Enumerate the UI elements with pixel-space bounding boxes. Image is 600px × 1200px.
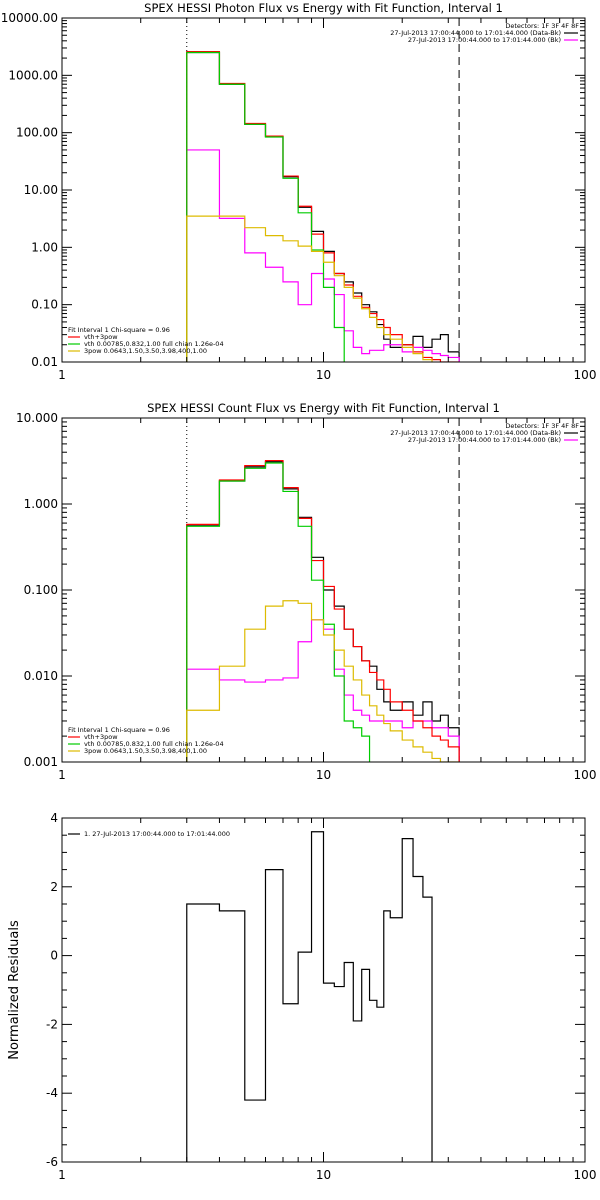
y-tick-label: 0.100 [24, 583, 58, 597]
series-line-3 [186, 51, 354, 362]
y-tick-label: 10.00 [24, 183, 58, 197]
x-tick-label: 1 [58, 768, 66, 782]
photon-flux-plot: SPEX HESSI Photon Flux vs Energy with Fi… [1, 1, 597, 382]
x-tick-label: 10 [316, 1168, 331, 1182]
residuals-plot: 1 10 100 -6 -4 -2 0 2 4 Normalized Residuals 1. 27… [7, 811, 596, 1182]
legend-entry: vth+3pow [84, 733, 118, 741]
chart-title: SPEX HESSI Count Flux vs Energy with Fit… [147, 401, 500, 415]
header-line: Detectors: 1F 3F 4F 8F [505, 422, 579, 430]
x-tick-label: 10 [316, 768, 331, 782]
y-tick-label: 0.001 [24, 755, 58, 769]
legend-entry: vth 0.00785,0.832,1.00 full chian 1.26e-… [84, 740, 224, 748]
plot-area [186, 831, 433, 1162]
y-tick-label: -2 [46, 1017, 58, 1031]
y-tick-label: 1.000 [24, 497, 58, 511]
legend-entry: vth+3pow [84, 333, 118, 341]
series-line-2 [186, 50, 460, 362]
header-line: Detectors: 1F 3F 4F 8F [505, 22, 579, 30]
y-tick-label: 10.000 [16, 411, 58, 425]
y-tick-label: 4 [50, 811, 58, 825]
series-line-0 [186, 831, 433, 1162]
plot-frame [61, 17, 586, 363]
series-line-2 [186, 459, 460, 762]
x-tick-label: 100 [574, 768, 597, 782]
y-tick-label: 100.00 [16, 126, 58, 140]
y-tick-label: 1000.00 [8, 68, 58, 82]
y-tick-label: -4 [46, 1086, 58, 1100]
y-tick-label: 0.010 [24, 669, 58, 683]
y-tick-label: 2 [50, 880, 58, 894]
header-line: 27-Jul-2013 17:00:44.000 to 17:01:44.000… [408, 436, 561, 444]
legend-entry: 1. 27-Jul-2013 17:00:44.000 to 17:01:44.… [84, 830, 230, 838]
x-tick-label: 100 [574, 1168, 597, 1182]
plot-area [186, 18, 460, 362]
series-line-0 [186, 51, 460, 362]
x-tick-label: 100 [574, 368, 597, 382]
header-line: 27-Jul-2013 17:00:44.000 to 17:01:44.000… [390, 429, 561, 437]
plot-area [186, 418, 460, 762]
x-tick-label: 1 [58, 368, 66, 382]
series-line-4 [186, 600, 460, 762]
series-line-1 [186, 619, 460, 762]
series-line-4 [186, 215, 460, 362]
series-line-3 [186, 462, 371, 762]
header-line: 27-Jul-2013 17:00:44.000 to 17:01:44.000… [408, 36, 561, 44]
chart-title: SPEX HESSI Photon Flux vs Energy with Fi… [144, 1, 503, 15]
count-flux-plot: SPEX HESSI Count Flux vs Energy with Fit… [16, 401, 596, 782]
x-tick-label: 1 [58, 1168, 66, 1182]
legend-entry: 3pow 0.0643,1.50,3.50,3.98,400,1.00 [84, 347, 207, 355]
y-tick-label: 1.00 [31, 240, 58, 254]
y-axis-label: Normalized Residuals [7, 920, 22, 1060]
y-tick-label: -6 [46, 1155, 58, 1169]
legend-entry: Fit Interval 1 Chi-square = 0.96 [68, 726, 170, 734]
y-tick-label: 0.10 [31, 298, 58, 312]
y-tick-label: 0.01 [31, 355, 58, 369]
y-tick-label: 10000.00 [1, 11, 58, 25]
series-line-1 [186, 149, 460, 362]
x-tick-label: 10 [316, 368, 331, 382]
y-tick-label: 0 [50, 949, 58, 963]
header-line: 27-Jul-2013 17:00:44.000 to 17:01:44.000… [390, 29, 561, 37]
legend-entry: 3pow 0.0643,1.50,3.50,3.98,400,1.00 [84, 747, 207, 755]
legend-entry: Fit Interval 1 Chi-square = 0.96 [68, 326, 170, 334]
legend-entry: vth 0.00785,0.832,1.00 full chian 1.26e-… [84, 340, 224, 348]
